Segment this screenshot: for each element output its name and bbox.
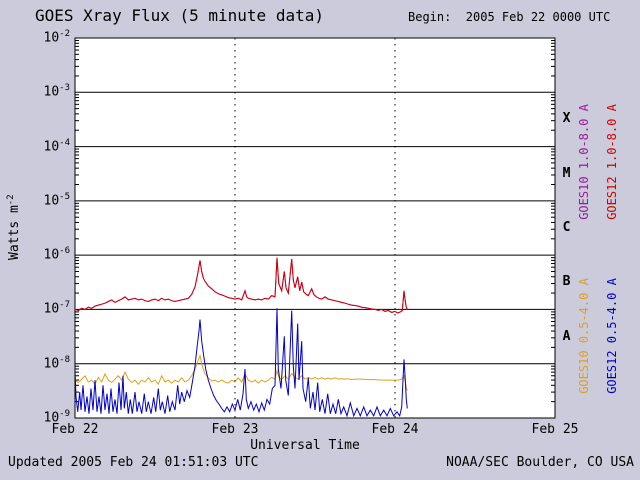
flare-class-label: A [562, 328, 571, 344]
source-credit: NOAA/SEC Boulder, CO USA [446, 455, 634, 470]
y-tick-label: 10-8 [43, 354, 71, 372]
legend-label-blue: GOES12 0.5-4.0 A [605, 278, 619, 394]
plot-background [74, 37, 556, 419]
x-tick-label: Feb 23 [211, 422, 259, 437]
y-tick-label: 10-6 [43, 246, 71, 263]
legend-label-red: GOES12 1.0-8.0 A [605, 104, 619, 220]
y-tick-label: 10-5 [43, 191, 71, 209]
series-blue [75, 308, 408, 418]
y-tick-label: 10-2 [43, 29, 71, 46]
flare-class-label: X [562, 111, 571, 127]
x-axis-label: Universal Time [250, 438, 360, 453]
y-axis-label-text: Watts m [7, 205, 23, 260]
y-tick-label: 10-7 [43, 300, 71, 317]
y-axis-label: Watts m-2 [6, 167, 22, 287]
y-tick-label: 10-3 [43, 83, 71, 100]
flare-class-label: B [562, 274, 571, 290]
chart-title: GOES Xray Flux (5 minute data) [35, 6, 324, 25]
x-tick-label: Feb 24 [371, 422, 419, 437]
begin-timestamp-label: Begin: 2005 Feb 22 0000 UTC [408, 10, 611, 24]
flare-class-label: M [562, 165, 571, 181]
legend-label-orange: GOES10 0.5-4.0 A [577, 278, 591, 394]
x-tick-label: Feb 25 [531, 422, 579, 437]
y-tick-label: 10-9 [43, 409, 71, 426]
updated-timestamp: Updated 2005 Feb 24 01:51:03 UTC [8, 455, 259, 470]
series-red [75, 257, 408, 314]
y-tick-label: 10-4 [43, 137, 71, 154]
x-tick-label: Feb 22 [51, 422, 99, 437]
y-axis-label-exponent: -2 [5, 194, 16, 206]
flare-class-label: C [562, 220, 571, 235]
legend-label-purple: GOES10 1.0-8.0 A [577, 104, 591, 220]
series-orange [75, 354, 408, 391]
